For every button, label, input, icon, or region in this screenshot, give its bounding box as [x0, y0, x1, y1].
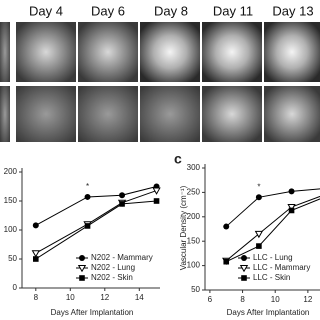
marker: [239, 265, 249, 273]
marker: [79, 275, 85, 281]
marker: [254, 230, 264, 239]
x-tick-label: 8: [240, 295, 245, 304]
marker: [33, 256, 39, 262]
y-tick-label: 200: [187, 212, 201, 221]
image: [78, 22, 138, 82]
y-tick-label: 200: [4, 167, 18, 176]
marker: [32, 222, 39, 229]
day-label: Day 13: [272, 3, 313, 18]
panel-label: c: [174, 151, 182, 167]
series-line: [35, 190, 157, 254]
marker: [256, 243, 262, 249]
marker: [223, 223, 230, 230]
x-tick-label: 8: [34, 293, 39, 302]
legend-label: LLC - Skin: [253, 273, 290, 282]
image: [0, 86, 10, 142]
series-line: [225, 195, 320, 262]
series-line: [226, 198, 320, 263]
y-tick-label: 150: [187, 236, 201, 245]
marker: [119, 192, 126, 199]
x-tick-label: 6: [208, 295, 213, 304]
marker: [153, 198, 160, 204]
marker: [287, 204, 296, 212]
series-line: [35, 200, 157, 260]
image: [16, 86, 76, 142]
x-tick-label: 12: [303, 295, 312, 304]
marker: [84, 223, 91, 229]
x-tick-label: 12: [100, 293, 109, 302]
annotation: *: [257, 182, 260, 191]
image-grid: [0, 22, 320, 142]
marker: [119, 201, 125, 207]
image: [140, 22, 200, 82]
y-tick-label: 50: [8, 254, 17, 263]
day-label: Day 6: [91, 3, 125, 18]
x-axis-label: Days After Implantation: [51, 308, 134, 317]
legend-label: LLC - Lung: [253, 253, 293, 262]
day-label: Day 8: [154, 3, 188, 18]
marker: [241, 255, 247, 261]
marker: [77, 265, 87, 273]
image: [0, 22, 10, 82]
legend-label: N202 - Mammary: [91, 253, 153, 262]
y-tick-label: 300: [187, 163, 201, 172]
y-tick-label: 100: [4, 225, 18, 234]
image: [140, 86, 200, 142]
image: [202, 22, 262, 82]
legend-label: LLC - Mammary: [253, 263, 310, 272]
image: [202, 86, 262, 142]
image: [264, 22, 320, 82]
marker: [152, 187, 161, 195]
y-tick-label: 50: [191, 285, 200, 294]
marker: [79, 255, 85, 261]
marker: [223, 258, 230, 265]
y-tick-label: 150: [4, 196, 18, 205]
image: [264, 86, 320, 142]
day-label: Day 4: [29, 3, 63, 18]
legend-label: N202 - Skin: [91, 273, 133, 282]
y-tick-label: 100: [187, 261, 201, 270]
x-tick-label: 14: [135, 293, 144, 302]
marker: [241, 275, 247, 281]
marker: [288, 188, 295, 195]
marker: [288, 207, 295, 214]
x-axis-label: Days After Implantation: [227, 308, 310, 317]
legend-label: N202 - Lung: [91, 263, 135, 272]
series-line: [225, 188, 320, 227]
x-tick-label: 10: [66, 293, 75, 302]
marker: [31, 250, 40, 258]
y-axis-label: Vascular Density (cm⁻¹): [179, 185, 188, 270]
marker: [84, 193, 91, 200]
x-tick-label: 10: [271, 295, 280, 304]
image: [16, 22, 76, 82]
y-tick-label: 250: [187, 188, 201, 197]
day-label: Day 11: [213, 3, 253, 18]
series-line: [35, 186, 157, 226]
y-tick-label: 0: [13, 283, 18, 292]
annotation: *: [86, 182, 89, 191]
image: [78, 86, 138, 142]
marker: [255, 194, 262, 201]
